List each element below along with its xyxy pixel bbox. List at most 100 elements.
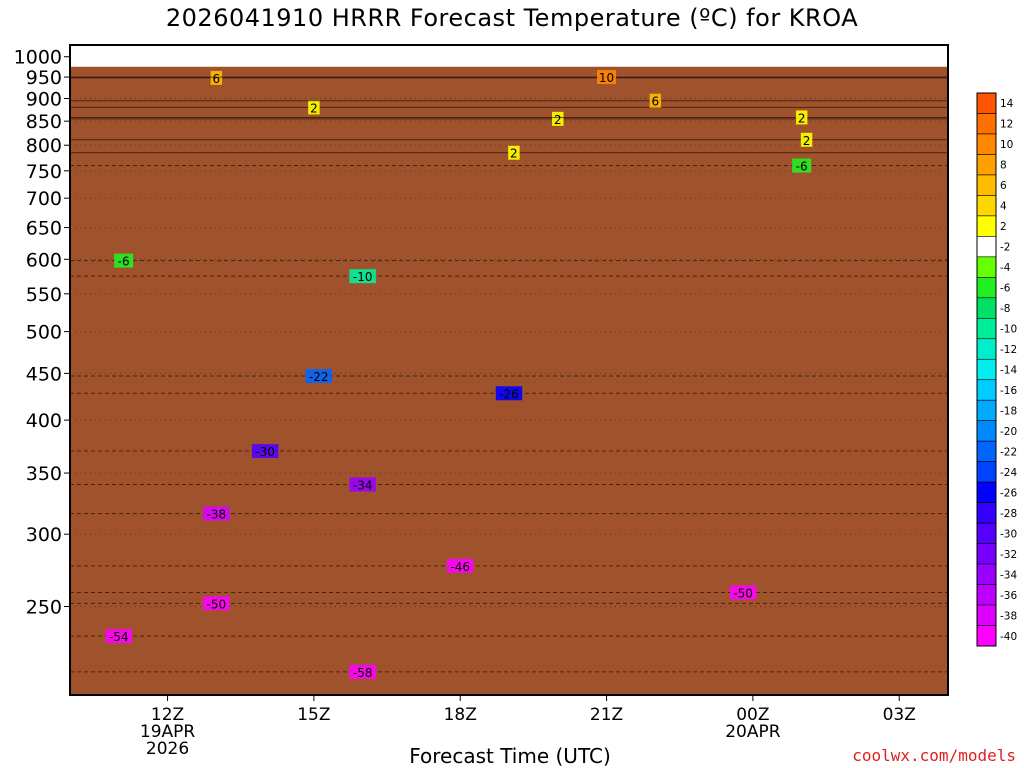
x-tick-date: 19APR	[140, 722, 196, 742]
colorbar-border	[976, 92, 997, 647]
contour-label-bg	[308, 100, 320, 115]
contour-label-bg	[114, 253, 134, 268]
colorbar-label: -24	[1000, 467, 1017, 479]
colorbar-swatch	[976, 338, 997, 360]
colorbar-label: 6	[1000, 180, 1007, 192]
contour-label-bg	[729, 585, 757, 600]
colorbar-label: -10	[1000, 324, 1017, 336]
y-tick-label: 600	[26, 249, 62, 271]
contour-layer: -58 -54 -50 -50 -46 -38 -34 -30 -26 -22 -10 -6 -6 2 2 2…	[70, 70, 948, 680]
colorbar-swatch	[976, 604, 997, 626]
contour-label-bg	[795, 110, 808, 125]
contour-label: -46	[450, 560, 470, 574]
colorbar-swatch	[976, 440, 997, 462]
colorbar-label: -32	[1000, 549, 1017, 561]
y-tick-label: 800	[26, 135, 62, 157]
contour-label: -10	[353, 270, 373, 284]
x-tick-date: 20APR	[725, 722, 781, 742]
ground-surface	[70, 66, 948, 696]
contour-label: -38	[207, 508, 227, 522]
plot-frame	[69, 44, 949, 696]
colorbar-swatch	[976, 133, 997, 155]
contour-label: -22	[309, 370, 329, 384]
colorbar-swatch	[976, 236, 997, 258]
contour-label-bg	[105, 629, 133, 644]
contour-label: -58	[353, 666, 373, 680]
colorbar-label: 2	[1000, 221, 1007, 233]
grid-layer	[70, 45, 948, 608]
contour-label: -50	[733, 586, 753, 600]
colorbar-label: -14	[1000, 365, 1017, 377]
chart-title: 2026041910 HRRR Forecast Temperature (ºC…	[165, 4, 859, 32]
y-tick-label: 650	[26, 218, 62, 240]
y-tick-label: 450	[26, 363, 62, 385]
contour-label-bg	[210, 70, 223, 85]
colorbar-label: -26	[1000, 487, 1017, 499]
colorbar-swatch	[976, 584, 997, 606]
y-tick-label: 950	[26, 67, 62, 89]
colorbar-swatch	[976, 113, 997, 135]
contour-label-bg	[508, 145, 520, 160]
colorbar-swatch	[976, 502, 997, 524]
colorbar-label: -6	[1000, 283, 1011, 295]
contour-label: 10	[599, 71, 614, 85]
colorbar-label: 14	[1000, 98, 1014, 110]
colorbar-swatch	[976, 92, 997, 114]
colorbar: 14 12 10 8 6 4 2 -2 -4 -6 -8 -10 -12 -14 -16 -18 -20 -22 -…	[976, 92, 1017, 647]
colorbar-swatch	[976, 215, 997, 237]
x-tick-label: 12Z	[151, 705, 184, 725]
colorbar-swatch	[976, 481, 997, 503]
colorbar-label: -12	[1000, 344, 1017, 356]
colorbar-label: -22	[1000, 446, 1017, 458]
x-tick-label: 21Z	[590, 705, 623, 725]
colorbar-swatch	[976, 461, 997, 483]
y-tick-label: 500	[26, 322, 62, 344]
plot-border	[69, 44, 949, 696]
contour-label: 2	[510, 147, 518, 161]
contour-label: 2	[803, 134, 811, 148]
contour-label-bg	[305, 369, 333, 384]
colorbar-swatch	[976, 543, 997, 565]
colorbar-label: 4	[1000, 201, 1007, 213]
contour-label-bg	[251, 444, 279, 459]
x-tick-label: 00Z	[736, 705, 769, 725]
y-tick-label: 850	[26, 111, 62, 133]
colorbar-label: -28	[1000, 508, 1017, 520]
colorbar-swatch	[976, 297, 997, 319]
colorbar-swatch	[976, 358, 997, 381]
credit-link[interactable]: coolwx.com/models	[852, 746, 1016, 765]
contour-label-bg	[792, 158, 812, 173]
colorbar-swatch	[976, 174, 997, 196]
colorbar-swatch	[976, 399, 997, 422]
contour-label-bg	[552, 111, 564, 126]
contour-label: 2	[798, 111, 806, 125]
contour-label-bg	[800, 132, 813, 147]
colorbar-swatch	[976, 256, 997, 278]
y-tick-label: 550	[26, 284, 62, 306]
colorbar-label: -30	[1000, 528, 1017, 540]
contour-label: 6	[652, 95, 660, 109]
colorbar-swatch	[976, 277, 997, 299]
contour-label: -54	[109, 630, 129, 644]
y-axis-ticks: 2503003504004505005506006507007508008509…	[14, 47, 70, 619]
y-tick-label: 700	[26, 188, 62, 210]
y-tick-label: 300	[26, 524, 62, 546]
colorbar-swatch	[976, 625, 997, 647]
contour-label-bg	[349, 664, 376, 679]
colorbar-label: -34	[1000, 569, 1017, 581]
contour-label: -50	[207, 597, 227, 611]
contour-label: 2	[554, 113, 562, 127]
contour-label: -6	[796, 160, 808, 174]
colorbar-label: 10	[1000, 139, 1013, 151]
colorbar-swatch	[976, 379, 997, 401]
colorbar-label: -8	[1000, 303, 1010, 315]
y-tick-label: 350	[26, 463, 62, 485]
colorbar-label: -2	[1000, 242, 1010, 254]
x-tick-label: 18Z	[444, 705, 477, 725]
contour-label-bg	[495, 386, 523, 401]
ground-layer	[70, 66, 948, 696]
contour-label: 2	[310, 101, 318, 115]
contour-label-bg	[203, 596, 230, 611]
